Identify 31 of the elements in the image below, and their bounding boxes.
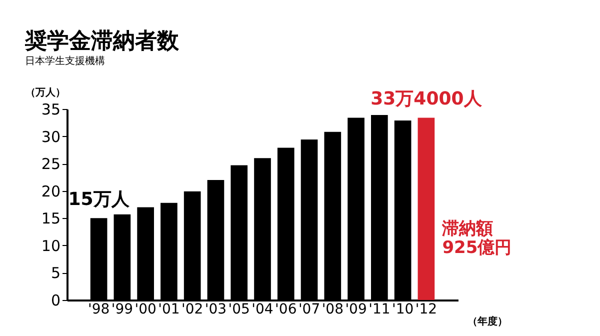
y-tick-label: 35 <box>41 100 60 118</box>
x-tick-label: '07 <box>298 302 320 318</box>
x-tick-label: '00 <box>134 302 156 318</box>
annotation: 33万4000人 <box>370 88 483 110</box>
x-axis-title: （年度） <box>468 316 508 328</box>
y-tick-label: 0 <box>50 292 60 310</box>
chart-title: 奨学金滞納者数 <box>24 29 180 54</box>
x-tick-label: '04 <box>252 302 274 318</box>
y-axis-title: （万人） <box>26 86 66 98</box>
x-tick-label: '06 <box>275 302 297 318</box>
y-tick-label: 15 <box>41 210 60 228</box>
x-tick-label: '08 <box>322 302 344 318</box>
y-tick-label: 5 <box>50 264 60 282</box>
x-tick-label: '10 <box>392 302 414 318</box>
x-tick-label: '01 <box>158 302 180 318</box>
x-tick-label: '11 <box>368 302 390 318</box>
x-tick-label: '03 <box>204 302 227 318</box>
x-tick-label: '99 <box>111 302 134 318</box>
x-tick-label: '12 <box>415 302 438 318</box>
y-tick-label: 25 <box>41 155 60 174</box>
annotation: 滞納額 925億円 <box>441 219 512 258</box>
x-tick-label: '98 <box>88 302 110 318</box>
bar <box>418 118 435 300</box>
y-tick-label: 10 <box>41 236 60 255</box>
y-tick-label: 30 <box>41 128 60 146</box>
annotation: 15万人 <box>68 189 130 210</box>
y-tick-label: 20 <box>41 182 60 200</box>
x-tick-label: '09 <box>345 302 367 318</box>
chart-subtitle: 日本学生支援機構 <box>25 55 105 67</box>
x-tick-label: '05 <box>228 302 250 318</box>
x-tick-label: '02 <box>182 302 204 318</box>
